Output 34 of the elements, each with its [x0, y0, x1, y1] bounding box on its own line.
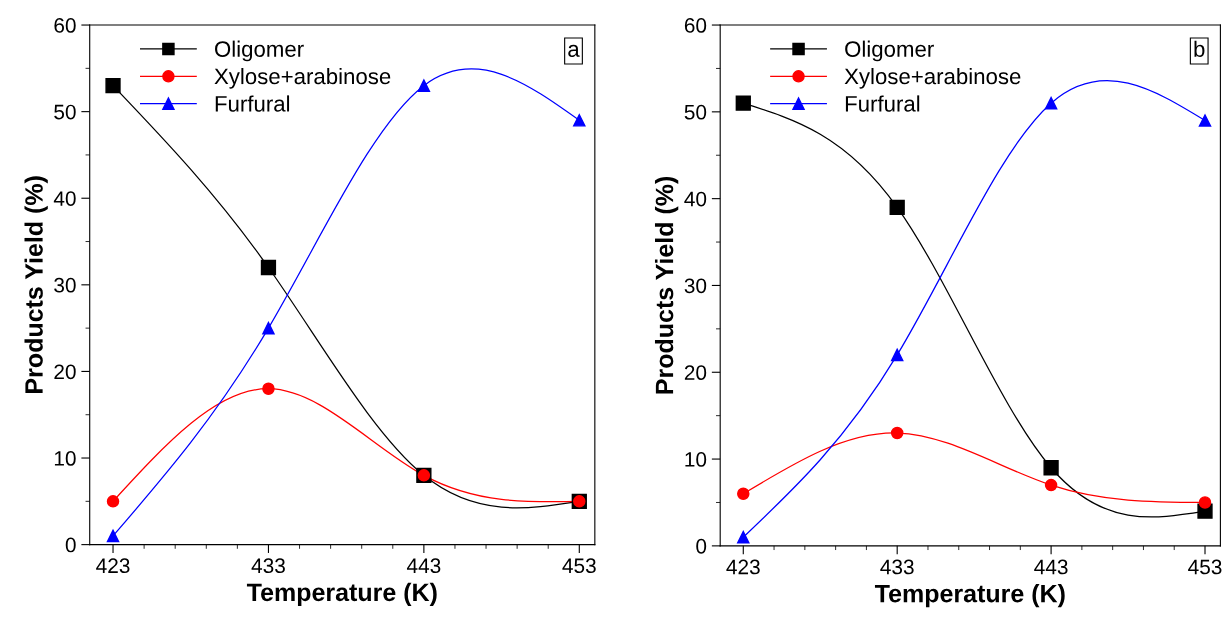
- y-axis-title: Products Yield (%): [24, 176, 48, 393]
- y-tick-label: 50: [54, 104, 76, 120]
- x-tick-label: 433: [880, 559, 914, 575]
- y-tick-label: 0: [696, 538, 707, 554]
- y-tick-label: 20: [54, 364, 76, 380]
- y-tick-label: 40: [684, 191, 707, 207]
- y-tick-label: 30: [54, 277, 76, 293]
- annotation: a: [568, 44, 580, 57]
- legend-label: Furfural: [215, 95, 290, 112]
- y-tick-label: 50: [684, 104, 707, 120]
- x-tick-label: 433: [251, 558, 285, 574]
- legend-label: Xylose+arabinose: [214, 67, 391, 89]
- y-tick-label: 10: [685, 452, 707, 467]
- legend-label: Xylose+arabinose: [844, 67, 1021, 89]
- y-tick-label: 30: [684, 278, 707, 294]
- y-axis-title: Products Yield (%): [654, 176, 679, 394]
- y-tick-label: 40: [53, 191, 76, 206]
- x-axis-title: Temperature (K): [246, 582, 437, 607]
- x-tick-label: 453: [1188, 559, 1222, 575]
- x-tick-label: 423: [96, 558, 130, 574]
- legend-label: Furfural: [845, 95, 920, 112]
- x-tick-label: 423: [726, 559, 760, 575]
- y-tick-label: 20: [684, 365, 707, 381]
- annotation: b: [1194, 40, 1205, 57]
- x-tick-label: 443: [1034, 559, 1068, 575]
- legend-label: Oligomer: [845, 40, 934, 62]
- legend-label: Oligomer: [215, 40, 304, 62]
- x-tick-label: 443: [406, 558, 441, 574]
- y-tick-label: 10: [54, 451, 76, 466]
- y-tick-label: 0: [65, 537, 76, 553]
- x-axis-title: Temperature (K): [874, 584, 1065, 608]
- y-tick-label: 60: [684, 18, 707, 33]
- x-tick-label: 453: [562, 558, 596, 574]
- y-tick-label: 60: [54, 18, 76, 33]
